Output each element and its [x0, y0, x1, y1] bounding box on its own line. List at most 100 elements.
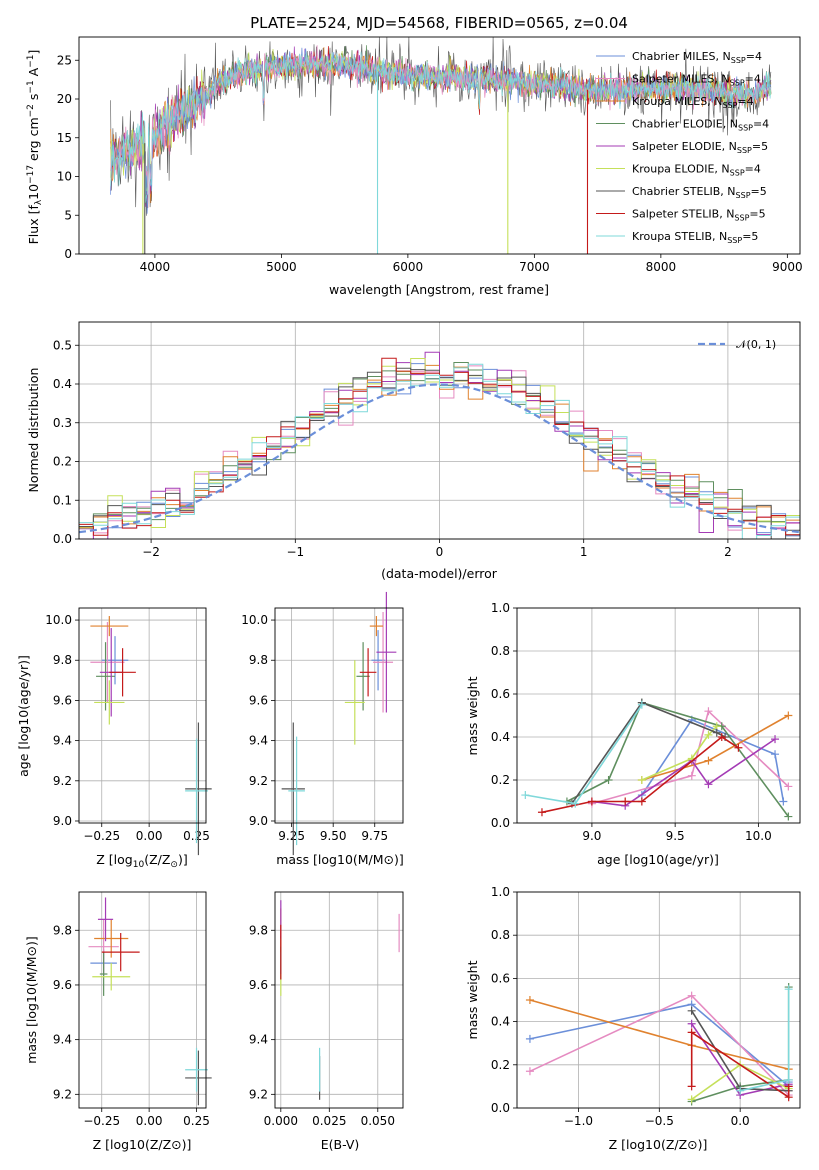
y-tick-label: 9.8 [249, 923, 268, 937]
y-tick-label: 0.2 [491, 1058, 510, 1072]
ageZ-xlabel: Z [log10(Z/Z⊙)] [96, 852, 187, 870]
y-tick-label: 0.0 [491, 1101, 510, 1115]
weight-point-marker [525, 1067, 534, 1076]
weight-point-marker [687, 991, 696, 1000]
weight-point-marker [771, 750, 780, 759]
x-tick-label: −0.25 [83, 829, 120, 843]
legend-label: Salpeter ELODIE, NSSP=5 [632, 140, 768, 155]
x-tick-label: 9.0 [582, 829, 601, 843]
weight-point-marker [587, 797, 596, 806]
y-tick-label: 9.8 [249, 653, 268, 667]
residual-ylabel: Normed distribution [26, 368, 41, 493]
y-tick-label: 0.5 [53, 338, 72, 352]
ageZ-ylabel: age [log10(age/yr)] [16, 655, 31, 777]
x-tick-label: 0.25 [183, 1114, 210, 1128]
weight-series-line [525, 704, 643, 805]
x-tick-label: 8000 [646, 260, 677, 274]
y-tick-label: 0.0 [491, 816, 510, 830]
x-tick-label: −1 [286, 545, 304, 559]
spectrum-ylabel: Flux [fλ10−17 erg cm−2 s−1 A−1] [26, 50, 44, 245]
weight-series-line [571, 701, 726, 805]
axes-frame [274, 607, 404, 824]
x-tick-label: −0.25 [83, 1114, 120, 1128]
x-tick-label: 0.000 [264, 1114, 298, 1128]
weight-point-marker [734, 743, 743, 752]
weight-point-marker [637, 776, 646, 784]
weight-series-line [641, 718, 785, 802]
x-tick-label: 9.50 [320, 829, 347, 843]
normal-curve [78, 383, 801, 534]
residual-panel: −2 −1 0 1 2 0.0 0.1 0.2 0.3 0.4 0.5 𝒩(0, 1) [53, 321, 801, 559]
y-tick-label: 0.0 [53, 532, 72, 546]
y-tick-label: 9.6 [249, 978, 268, 992]
legend-label: Chabrier STELIB, NSSP=5 [632, 185, 767, 200]
weight-point-marker [637, 797, 646, 806]
weight-point-marker [784, 985, 793, 994]
weight-point-marker [779, 797, 788, 806]
weight-point-marker [604, 776, 613, 784]
weight-vs-Z-panel: −1.0 −0.5 0.0 0.0 0.2 0.4 0.6 0.8 1.0 [491, 885, 801, 1128]
axes-frame [78, 321, 801, 540]
y-tick-label: 0.2 [491, 773, 510, 787]
weight-point-marker [687, 1095, 696, 1104]
weight-point-marker [704, 707, 713, 716]
x-tick-label: 2 [724, 545, 732, 559]
x-tick-label: 4000 [140, 260, 171, 274]
axes-frame [274, 891, 404, 1109]
x-tick-label: −1.0 [564, 1114, 593, 1128]
weight-point-marker [525, 996, 534, 1004]
y-tick-label: 25 [57, 53, 72, 67]
x-tick-label: 9.75 [361, 829, 388, 843]
y-tick-label: 9.4 [249, 1033, 268, 1047]
y-tick-label: 15 [57, 131, 72, 145]
axes-frame [78, 607, 207, 824]
legend-label: Chabrier MILES, NSSP=4 [632, 50, 762, 65]
weight-point-marker [687, 771, 696, 780]
massZ-xlabel: Z [log10(Z/Z⊙)] [93, 1137, 192, 1152]
weight-point-marker [687, 1019, 696, 1028]
y-tick-label: 9.2 [53, 1087, 72, 1101]
weight-point-marker [521, 791, 530, 800]
age-vs-mass-panel: 9.25 9.50 9.75 9.0 9.2 9.4 9.6 9.8 10.0 [241, 591, 404, 856]
weight-series-line [690, 1030, 790, 1099]
spectrum-panel: 4000 5000 6000 7000 8000 9000 0 5 10 15 20 25 Chabri… [57, 36, 803, 274]
weight-series-line [591, 709, 789, 805]
massZ-ylabel: mass [log10(M/M⊙)] [24, 936, 39, 1064]
y-tick-label: 9.8 [53, 923, 72, 937]
legend-normal-label: 𝒩(0, 1) [736, 338, 776, 351]
y-tick-label: 0.8 [491, 928, 510, 942]
x-tick-label: −0.5 [645, 1114, 674, 1128]
y-tick-label: 9.6 [53, 978, 72, 992]
weightAge-xlabel: age [log10(age/yr)] [597, 852, 719, 867]
weightZ-ylabel: mass weight [465, 960, 480, 1039]
y-tick-label: 9.2 [249, 774, 268, 788]
y-tick-label: 10 [57, 170, 72, 184]
y-tick-label: 9.4 [53, 734, 72, 748]
weight-vs-age-panel: 9.0 9.5 10.0 0.0 0.2 0.4 0.6 0.8 1.0 [491, 601, 801, 843]
y-tick-label: 9.0 [53, 814, 72, 828]
weight-point-marker [571, 799, 580, 808]
x-tick-label: 9.5 [666, 829, 685, 843]
weight-point-marker [717, 733, 726, 741]
x-tick-label: 5000 [266, 260, 297, 274]
y-tick-label: 20 [57, 92, 72, 106]
weight-point-marker [784, 812, 793, 821]
y-tick-label: 0.6 [491, 971, 510, 985]
x-tick-label: 0.050 [361, 1114, 395, 1128]
weight-point-marker [784, 782, 793, 791]
residual-xlabel: (data-model)/error [381, 566, 498, 581]
weightAge-ylabel: mass weight [465, 676, 480, 755]
weight-series-line [566, 701, 789, 817]
y-tick-label: 0 [64, 247, 72, 261]
x-tick-label: 10.0 [745, 829, 772, 843]
y-tick-label: 0.4 [491, 730, 510, 744]
weight-point-marker [704, 756, 713, 765]
mass-vs-Z-panel: −0.25 0.00 0.25 9.2 9.4 9.6 9.8 [53, 891, 212, 1128]
weight-point-marker [784, 711, 793, 720]
y-tick-label: 0.2 [53, 455, 72, 469]
axes-frame [516, 607, 801, 824]
y-tick-label: 9.0 [249, 814, 268, 828]
legend-label: Salpeter MILES, NSSP=4 [632, 73, 761, 88]
y-tick-label: 9.4 [53, 1033, 72, 1047]
